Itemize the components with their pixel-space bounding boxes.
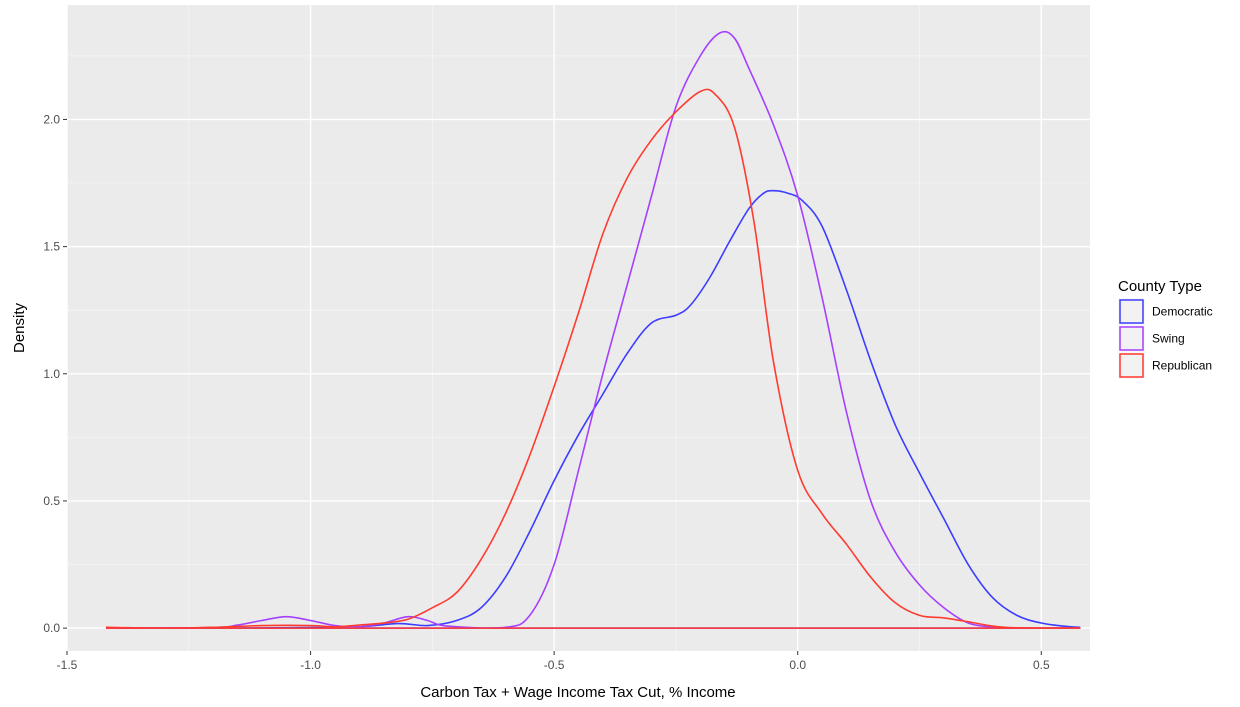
x-tick-label: -1.0 [300,658,321,672]
y-axis-title: Density [11,302,28,353]
y-tick-label: 2.0 [43,112,60,126]
legend-key-democratic [1119,299,1144,324]
major-gridlines [66,5,1090,651]
legend-title: County Type [1118,278,1202,295]
x-axis-ticks: -1.5 -1.0 -0.5 0.0 0.5 [57,651,1050,672]
y-axis-ticks: 0.0 0.5 1.0 1.5 2.0 [43,112,67,635]
legend-key-republican [1119,353,1144,378]
series-line-democratic [105,189,1081,629]
y-tick-label: 0.0 [43,621,60,635]
density-lines [105,30,1081,629]
legend-key-swing [1119,326,1144,351]
legend-key-bg-democratic [1117,297,1146,326]
y-tick-label: 1.0 [43,367,60,381]
y-tick-label: 0.5 [43,494,60,508]
legend: County Type Democratic Swing Republican [1117,278,1213,380]
x-tick-label: 0.5 [1033,658,1050,672]
y-tick-label: 1.5 [43,240,60,254]
x-tick-label: -0.5 [544,658,565,672]
panel-background [67,5,1090,651]
x-axis-title: Carbon Tax + Wage Income Tax Cut, % Inco… [420,684,735,701]
x-tick-label: -1.5 [57,658,78,672]
legend-key-bg-republican [1117,351,1146,380]
legend-label-republican: Republican [1152,359,1212,373]
legend-label-democratic: Democratic [1152,305,1213,319]
series-line-republican [105,88,1081,629]
x-tick-label: 0.0 [789,658,806,672]
legend-key-bg-swing [1117,324,1146,353]
legend-label-swing: Swing [1152,332,1185,346]
series-line-swing [105,30,1081,629]
